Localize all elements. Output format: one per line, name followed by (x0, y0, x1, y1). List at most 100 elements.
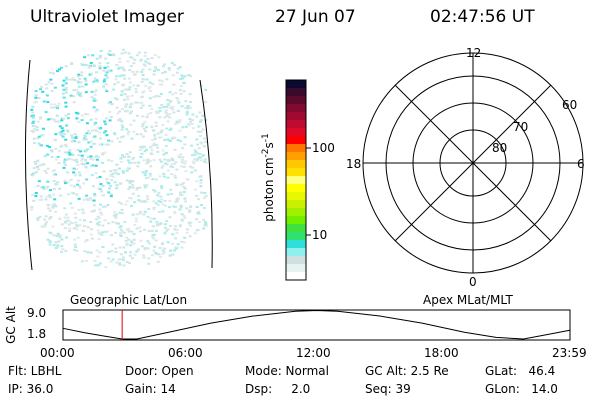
image-pixel (133, 58, 137, 61)
image-pixel (136, 165, 140, 168)
image-pixel (75, 228, 79, 231)
colorbar-band (286, 80, 306, 89)
image-pixel (201, 154, 205, 157)
image-pixel (88, 197, 92, 200)
image-pixel (72, 171, 76, 174)
image-pixel (94, 264, 98, 267)
image-pixel (38, 215, 42, 218)
image-pixel (198, 175, 202, 178)
image-pixel (204, 221, 208, 224)
image-pixel (154, 121, 158, 124)
image-pixel (135, 114, 139, 117)
image-pixel (43, 218, 47, 221)
image-pixel (101, 224, 105, 227)
image-pixel (53, 198, 57, 201)
image-pixel (105, 178, 109, 181)
image-pixel (168, 224, 172, 227)
image-pixel (166, 176, 170, 179)
image-pixel (129, 56, 133, 59)
image-pixel (173, 174, 177, 177)
image-pixel (34, 94, 38, 97)
image-pixel (202, 137, 206, 140)
image-pixel (84, 160, 88, 163)
image-pixel (116, 81, 120, 84)
x-tick: 23:59 (552, 346, 587, 360)
limb-line (199, 79, 213, 269)
image-pixel (34, 195, 38, 198)
image-pixel (76, 91, 80, 94)
image-pixel (204, 88, 208, 91)
image-pixel (134, 101, 138, 104)
image-pixel (165, 105, 169, 108)
image-pixel (48, 196, 52, 199)
image-pixel (162, 153, 166, 156)
polar-ring-70: 70 (513, 120, 529, 134)
image-pixel (156, 204, 160, 207)
image-pixel (168, 216, 172, 219)
image-pixel (191, 154, 195, 157)
image-pixel (181, 147, 185, 150)
image-pixel (155, 220, 159, 223)
image-pixel (77, 73, 81, 76)
colorbar-band (286, 128, 306, 137)
image-pixel (152, 95, 156, 98)
colorbar-band (286, 200, 306, 209)
image-pixel (179, 140, 183, 143)
image-pixel (89, 165, 93, 168)
image-pixel (75, 224, 79, 227)
image-pixel (67, 230, 71, 233)
image-pixel (159, 195, 163, 198)
image-pixel (102, 131, 106, 134)
image-pixel (51, 225, 55, 228)
left-label: Geographic Lat/Lon (70, 293, 188, 307)
image-pixel (56, 244, 60, 247)
image-pixel (202, 227, 206, 230)
image-pixel (76, 75, 80, 78)
image-pixel (65, 124, 69, 127)
image-pixel (87, 54, 91, 57)
image-pixel (148, 104, 152, 107)
image-pixel (183, 136, 187, 139)
image-pixel (84, 240, 88, 243)
image-pixel (181, 182, 185, 185)
image-pixel (52, 174, 56, 177)
image-pixel (64, 138, 68, 141)
image-pixel (183, 200, 187, 203)
image-pixel (59, 66, 63, 69)
image-pixel (122, 98, 126, 101)
image-pixel (199, 159, 203, 162)
polar-label-0: 0 (469, 275, 477, 289)
image-pixel (117, 67, 121, 70)
image-pixel (130, 241, 134, 244)
image-pixel (110, 140, 114, 143)
image-pixel (124, 251, 128, 254)
image-pixel (97, 224, 101, 227)
image-pixel (52, 234, 56, 237)
colorbar-band (286, 240, 306, 249)
image-pixel (135, 213, 139, 216)
image-pixel (92, 80, 96, 83)
image-pixel (84, 79, 88, 82)
image-pixel (94, 117, 98, 120)
image-pixel (90, 199, 94, 202)
image-pixel (147, 87, 151, 90)
image-pixel (111, 258, 115, 261)
image-pixel (78, 218, 82, 221)
image-pixel (76, 183, 80, 186)
image-pixel (105, 134, 109, 137)
image-pixel (131, 158, 135, 161)
image-pixel (36, 184, 40, 187)
image-pixel (87, 141, 91, 144)
image-pixel (36, 168, 40, 171)
image-pixel (74, 136, 78, 139)
image-pixel (92, 199, 96, 202)
image-pixel (127, 187, 131, 190)
image-pixel (128, 251, 132, 254)
image-pixel (129, 161, 133, 164)
image-pixel (138, 186, 142, 189)
image-pixel (178, 129, 182, 132)
image-pixel (106, 76, 110, 79)
image-pixel (76, 92, 80, 95)
image-pixel (97, 126, 101, 129)
image-pixel (115, 221, 119, 224)
